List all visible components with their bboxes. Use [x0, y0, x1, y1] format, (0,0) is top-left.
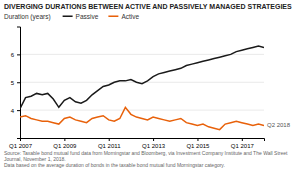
- annotation: Q2 2018: [267, 122, 291, 128]
- series-line: [20, 107, 264, 129]
- grid-line: [20, 110, 264, 111]
- tick-label: 4: [11, 108, 15, 114]
- x-tick: Q1 2009: [53, 138, 77, 149]
- x-tick: Q1 2017: [231, 138, 255, 149]
- tick-label: Q1 2007: [9, 143, 33, 149]
- x-tick: Q1 2011: [98, 138, 121, 149]
- tick-label: Q1 2015: [186, 143, 210, 149]
- tick-mark: [17, 82, 20, 83]
- legend: Passive Active: [63, 13, 140, 20]
- tick-mark: [153, 138, 154, 141]
- y-tick: 4: [11, 108, 20, 114]
- x-axis: Q1 2007 Q1 2009 Q1 2011 Q1 2013 Q1 2015 Q1 20…: [9, 138, 265, 149]
- x-tick: Q1 2007: [9, 138, 33, 149]
- tick-label: Q1 2009: [53, 143, 77, 149]
- source-note: Source: Taxable bond mutual fund data fr…: [4, 150, 288, 168]
- y-axis: 4 5 6: [11, 27, 21, 139]
- chart-container: DIVERGING DURATIONS BETWEEN ACTIVE AND P…: [0, 0, 296, 170]
- tick-label: Q1 2017: [231, 143, 255, 149]
- axis-line: [17, 27, 21, 139]
- legend-label: Passive: [76, 13, 99, 20]
- grid-line: [20, 82, 264, 83]
- legend-swatch: [63, 15, 73, 17]
- axis-line: [21, 139, 265, 142]
- tick-mark: [17, 110, 20, 111]
- legend-swatch: [108, 15, 118, 17]
- legend-item: Active: [108, 13, 139, 20]
- series-line: [20, 46, 264, 109]
- tick-mark: [197, 138, 198, 141]
- legend-item: Passive: [63, 13, 99, 20]
- y-tick: 5: [11, 80, 20, 86]
- x-tick: Q1 2013: [142, 138, 166, 149]
- tick-mark: [64, 138, 65, 141]
- legend-label: Active: [121, 13, 139, 20]
- tick-label: Q1 2011: [98, 143, 121, 149]
- tick-mark: [17, 54, 20, 55]
- x-tick: Q1 2015: [186, 138, 210, 149]
- tick-mark: [20, 138, 21, 141]
- text-line: Data based on the average duration of bo…: [4, 162, 225, 168]
- tick-label: 5: [11, 80, 15, 86]
- tick-mark: [242, 138, 243, 141]
- text-line: DIVERGING DURATIONS BETWEEN ACTIVE AND P…: [4, 3, 292, 10]
- chart-svg: DIVERGING DURATIONS BETWEEN ACTIVE AND P…: [0, 0, 296, 170]
- title: DIVERGING DURATIONS BETWEEN ACTIVE AND P…: [4, 3, 292, 10]
- tick-label: 6: [11, 52, 15, 58]
- tick-mark: [109, 138, 110, 141]
- grid: [20, 54, 264, 110]
- y-tick: 6: [11, 52, 20, 58]
- plot-lines: [20, 46, 264, 130]
- y-axis-label: Duration (years): [4, 13, 51, 21]
- tick-label: Q1 2013: [142, 143, 166, 149]
